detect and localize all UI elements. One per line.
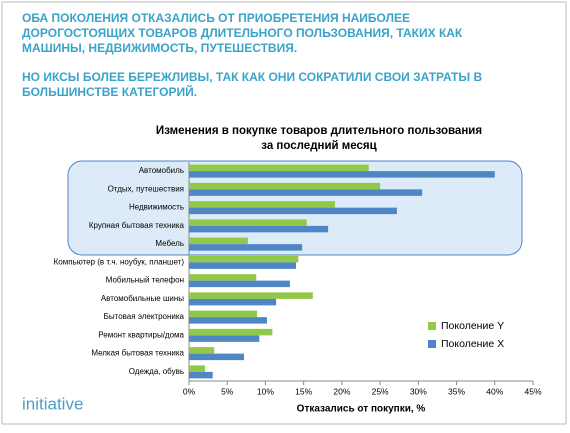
bar bbox=[189, 189, 423, 196]
x-tick-label: 15% bbox=[295, 386, 312, 396]
header-line: ДОРОГОСТОЯЩИХ ТОВАРОВ ДЛИТЕЛЬНОГО ПОЛЬЗО… bbox=[22, 26, 463, 40]
x-tick-label: 25% bbox=[372, 386, 389, 396]
bar bbox=[189, 335, 260, 342]
bar bbox=[189, 237, 248, 245]
legend-label: Поколение X bbox=[441, 338, 504, 350]
legend-swatch bbox=[428, 340, 436, 348]
header-line: НО ИКСЫ БОЛЕЕ БЕРЕЖЛИВЫ, ТАК КАК ОНИ СОК… bbox=[22, 70, 482, 84]
bar bbox=[189, 182, 381, 190]
bar bbox=[189, 219, 307, 226]
header-line: МАШИНЫ, НЕДВИЖИМОСТЬ, ПУТЕШЕСТВИЯ. bbox=[22, 41, 297, 55]
y-tick-label: Мобильный телефон bbox=[106, 276, 184, 285]
x-tick-label: 5% bbox=[221, 386, 234, 396]
y-tick-label: Недвижимость bbox=[129, 203, 184, 212]
y-tick-label: Автомобильные шины bbox=[101, 294, 184, 303]
chart-title: за последний месяц bbox=[261, 140, 376, 152]
y-tick-label: Мебель bbox=[155, 239, 184, 248]
legend-label: Поколение Y bbox=[441, 320, 504, 332]
bar bbox=[189, 207, 397, 215]
x-tick-label: 20% bbox=[333, 386, 350, 396]
y-tick-label: Бытовая электроника bbox=[104, 312, 185, 321]
bar bbox=[189, 262, 297, 269]
x-tick-label: 10% bbox=[257, 386, 274, 396]
header-line: БОЛЬШИНСТВЕ КАТЕГОРИЙ. bbox=[22, 84, 197, 99]
x-axis-label: Отказались от покупки, % bbox=[297, 404, 426, 415]
logo: initiative bbox=[22, 394, 83, 413]
bar bbox=[189, 310, 258, 318]
bar bbox=[189, 274, 257, 281]
bar bbox=[189, 298, 277, 306]
bar bbox=[189, 365, 206, 372]
x-tick-label: 35% bbox=[448, 386, 465, 396]
y-tick-label: Мелкая бытовая техника bbox=[91, 349, 184, 358]
bar bbox=[189, 164, 369, 172]
legend-swatch bbox=[428, 322, 436, 330]
y-tick-label: Компьютер (в т.ч. ноубук, планшет) bbox=[54, 257, 185, 266]
bar bbox=[189, 225, 329, 233]
x-tick-label: 45% bbox=[524, 386, 541, 396]
bar bbox=[189, 353, 245, 361]
y-tick-label: Отдых, путешествия bbox=[108, 184, 184, 193]
x-tick-label: 30% bbox=[410, 386, 427, 396]
bar bbox=[189, 292, 313, 299]
y-tick-label: Автомобиль bbox=[139, 166, 184, 175]
bar bbox=[189, 201, 336, 208]
bar bbox=[189, 317, 267, 324]
bar bbox=[189, 171, 495, 178]
y-tick-label: Крупная бытовая техника bbox=[89, 221, 185, 230]
y-tick-label: Одежда, обувь bbox=[129, 367, 184, 376]
bar bbox=[189, 280, 290, 288]
bar bbox=[189, 347, 215, 354]
bar bbox=[189, 255, 299, 263]
bar bbox=[189, 244, 303, 251]
x-tick-label: 40% bbox=[486, 386, 503, 396]
bar bbox=[189, 371, 213, 379]
x-tick-label: 0% bbox=[183, 386, 196, 396]
y-tick-label: Ремонт квартиры/дома bbox=[98, 330, 184, 339]
header-line: ОБА ПОКОЛЕНИЯ ОТКАЗАЛИСЬ ОТ ПРИОБРЕТЕНИЯ… bbox=[22, 11, 410, 25]
bar bbox=[189, 328, 273, 336]
chart-title: Изменения в покупке товаров длительного … bbox=[156, 125, 482, 137]
